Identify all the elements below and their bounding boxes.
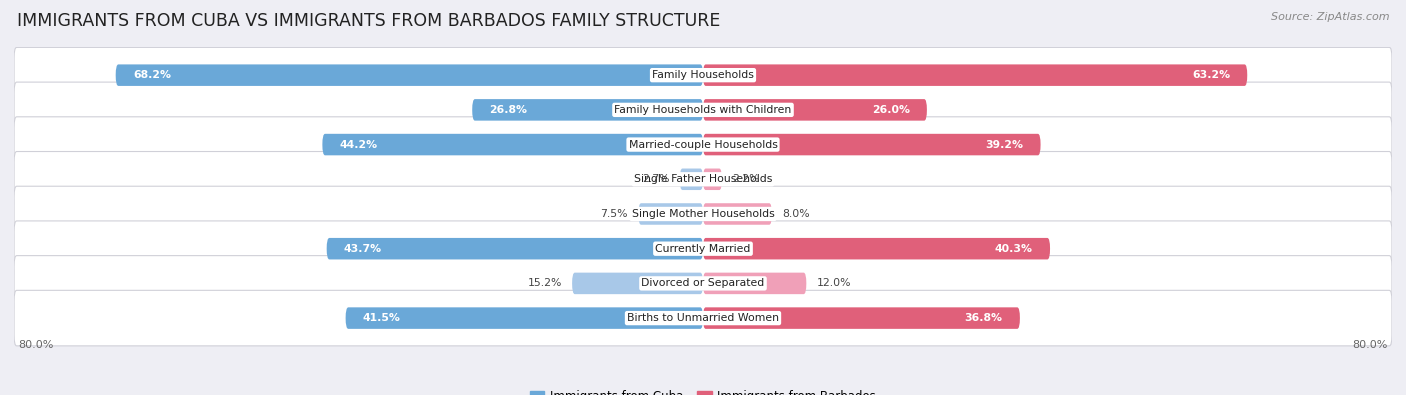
FancyBboxPatch shape xyxy=(14,82,1392,137)
FancyBboxPatch shape xyxy=(322,134,703,155)
Text: 68.2%: 68.2% xyxy=(134,70,172,80)
Text: IMMIGRANTS FROM CUBA VS IMMIGRANTS FROM BARBADOS FAMILY STRUCTURE: IMMIGRANTS FROM CUBA VS IMMIGRANTS FROM … xyxy=(17,12,720,30)
FancyBboxPatch shape xyxy=(14,152,1392,207)
FancyBboxPatch shape xyxy=(14,221,1392,276)
Text: 12.0%: 12.0% xyxy=(817,278,851,288)
Text: Single Father Households: Single Father Households xyxy=(634,174,772,184)
Text: 26.8%: 26.8% xyxy=(489,105,527,115)
FancyBboxPatch shape xyxy=(326,238,703,260)
FancyBboxPatch shape xyxy=(638,203,703,225)
FancyBboxPatch shape xyxy=(115,64,703,86)
FancyBboxPatch shape xyxy=(703,307,1019,329)
Text: Married-couple Households: Married-couple Households xyxy=(628,139,778,150)
Text: 41.5%: 41.5% xyxy=(363,313,401,323)
FancyBboxPatch shape xyxy=(472,99,703,120)
FancyBboxPatch shape xyxy=(703,238,1050,260)
Text: 26.0%: 26.0% xyxy=(872,105,910,115)
Text: 40.3%: 40.3% xyxy=(995,244,1033,254)
FancyBboxPatch shape xyxy=(703,203,772,225)
FancyBboxPatch shape xyxy=(679,169,703,190)
FancyBboxPatch shape xyxy=(14,290,1392,346)
Text: 63.2%: 63.2% xyxy=(1192,70,1230,80)
FancyBboxPatch shape xyxy=(346,307,703,329)
FancyBboxPatch shape xyxy=(703,99,927,120)
Text: 43.7%: 43.7% xyxy=(344,244,382,254)
FancyBboxPatch shape xyxy=(14,186,1392,242)
Text: 36.8%: 36.8% xyxy=(965,313,1002,323)
Text: 7.5%: 7.5% xyxy=(600,209,628,219)
FancyBboxPatch shape xyxy=(703,134,1040,155)
Text: Births to Unmarried Women: Births to Unmarried Women xyxy=(627,313,779,323)
FancyBboxPatch shape xyxy=(703,169,721,190)
Text: Family Households: Family Households xyxy=(652,70,754,80)
FancyBboxPatch shape xyxy=(14,117,1392,172)
FancyBboxPatch shape xyxy=(14,47,1392,103)
Text: 80.0%: 80.0% xyxy=(1353,340,1388,350)
FancyBboxPatch shape xyxy=(572,273,703,294)
Text: Single Mother Households: Single Mother Households xyxy=(631,209,775,219)
Text: 44.2%: 44.2% xyxy=(340,139,378,150)
Text: 2.7%: 2.7% xyxy=(643,174,669,184)
Text: 39.2%: 39.2% xyxy=(986,139,1024,150)
Text: Currently Married: Currently Married xyxy=(655,244,751,254)
Text: Family Households with Children: Family Households with Children xyxy=(614,105,792,115)
Text: Divorced or Separated: Divorced or Separated xyxy=(641,278,765,288)
Text: 80.0%: 80.0% xyxy=(18,340,53,350)
Legend: Immigrants from Cuba, Immigrants from Barbados: Immigrants from Cuba, Immigrants from Ba… xyxy=(524,385,882,395)
FancyBboxPatch shape xyxy=(703,273,807,294)
FancyBboxPatch shape xyxy=(703,64,1247,86)
Text: 2.2%: 2.2% xyxy=(733,174,759,184)
Text: 15.2%: 15.2% xyxy=(527,278,562,288)
Text: 8.0%: 8.0% xyxy=(782,209,810,219)
FancyBboxPatch shape xyxy=(14,256,1392,311)
Text: Source: ZipAtlas.com: Source: ZipAtlas.com xyxy=(1271,12,1389,22)
